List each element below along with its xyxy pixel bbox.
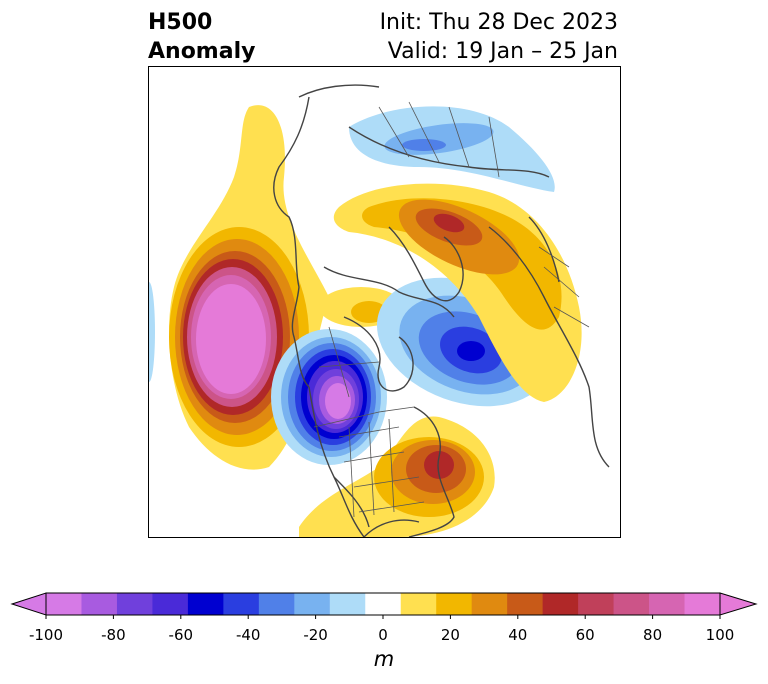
trough-core bbox=[325, 383, 351, 419]
atl-core bbox=[457, 341, 485, 361]
border-canada-2 bbox=[328, 326, 350, 398]
coast-hudson bbox=[343, 316, 414, 392]
anomaly-map[interactable] bbox=[148, 66, 621, 538]
colorbar-bin bbox=[46, 593, 82, 615]
coast-gulf bbox=[363, 519, 420, 537]
border-asia-4 bbox=[488, 116, 500, 178]
border-us-v3 bbox=[388, 418, 395, 513]
coast-arctic-canada bbox=[323, 266, 455, 318]
border-asia-2 bbox=[408, 101, 440, 163]
init-time: Init: Thu 28 Dec 2023 bbox=[379, 10, 618, 35]
left-edge-blue bbox=[149, 282, 155, 382]
colorbar-bin bbox=[507, 593, 544, 615]
colorbar-extend-high bbox=[719, 592, 758, 616]
coast-mexico bbox=[333, 476, 370, 528]
colorbar-tick-label: -60 bbox=[168, 626, 194, 644]
coast-west-us bbox=[308, 386, 365, 537]
valid-period: Valid: 19 Jan – 25 Jan bbox=[387, 39, 618, 64]
coast-greenland bbox=[388, 226, 464, 302]
border-us-v2 bbox=[368, 421, 375, 516]
colorbar-bin bbox=[152, 593, 189, 615]
colorbar-bin bbox=[116, 593, 153, 615]
border-asia-1 bbox=[378, 106, 410, 158]
colorbar-tick-label: 60 bbox=[575, 626, 595, 644]
colorbar-bin bbox=[365, 593, 402, 615]
eur-ridge-darkred bbox=[433, 213, 465, 233]
border-us-v1 bbox=[348, 426, 355, 518]
colorbar-bin bbox=[223, 593, 260, 615]
border-us-states-2 bbox=[343, 451, 405, 463]
plot-title-left: H500 Anomaly bbox=[148, 8, 255, 66]
colorbar-bin bbox=[81, 593, 118, 615]
colorbar-bin bbox=[542, 593, 579, 615]
colorbar-bin bbox=[294, 593, 331, 615]
colorbar-extend-low bbox=[10, 592, 47, 616]
colorbar-bin bbox=[436, 593, 473, 615]
colorbar-bin bbox=[578, 593, 615, 615]
border-us-states-1 bbox=[338, 426, 400, 438]
colorbar-units: m bbox=[373, 647, 395, 671]
colorbar-tick-label: 40 bbox=[508, 626, 528, 644]
coast-europe bbox=[488, 226, 610, 468]
colorbar-bin bbox=[649, 593, 686, 615]
colorbar-tick-label: -20 bbox=[303, 626, 328, 644]
colorbar-bin bbox=[613, 593, 650, 615]
coast-east-us bbox=[408, 406, 455, 537]
colorbar-tick-label: 80 bbox=[643, 626, 663, 644]
title-field: Anomaly bbox=[148, 39, 256, 64]
plot-title-right: Init: Thu 28 Dec 2023 Valid: 19 Jan – 25… bbox=[380, 8, 618, 66]
colorbar-tick-label: -100 bbox=[28, 626, 64, 644]
border-canada-1 bbox=[318, 361, 380, 368]
sib-trough-core bbox=[402, 139, 446, 151]
borders bbox=[313, 101, 590, 518]
colorbar-bin bbox=[187, 593, 224, 615]
colorbar-tick-label: -80 bbox=[101, 626, 126, 644]
coast-east-asia bbox=[298, 84, 380, 98]
western-trough bbox=[271, 329, 387, 465]
border-us-states-3 bbox=[353, 476, 420, 488]
coast-alaska bbox=[273, 96, 310, 288]
colorbar-bin bbox=[471, 593, 508, 615]
eurasian-ridge bbox=[333, 183, 582, 402]
border-asia-3 bbox=[448, 106, 470, 168]
border-europe-1 bbox=[538, 246, 570, 268]
colorbar-bin bbox=[329, 593, 366, 615]
colorbar-tick-label: -40 bbox=[235, 626, 261, 644]
colorbar-tick-label: 20 bbox=[440, 626, 460, 644]
colorbar bbox=[10, 592, 758, 619]
colorbar-tick-label: 0 bbox=[378, 626, 388, 644]
border-us-canada bbox=[313, 406, 415, 428]
colorbar-bin bbox=[258, 593, 295, 615]
coast-bc bbox=[291, 286, 310, 388]
ridge-core bbox=[196, 284, 266, 394]
colorbar-bin bbox=[400, 593, 437, 615]
east-ridge-core bbox=[424, 451, 454, 479]
colorbar-bin bbox=[684, 593, 721, 615]
border-us-states-4 bbox=[358, 501, 425, 513]
siberian-trough bbox=[349, 106, 555, 192]
border-europe-3 bbox=[553, 306, 590, 328]
border-europe-2 bbox=[543, 266, 580, 298]
title-variable: H500 bbox=[148, 10, 213, 35]
coast-scandinavia bbox=[528, 216, 560, 283]
colorbar-tick-label: 100 bbox=[705, 626, 735, 644]
